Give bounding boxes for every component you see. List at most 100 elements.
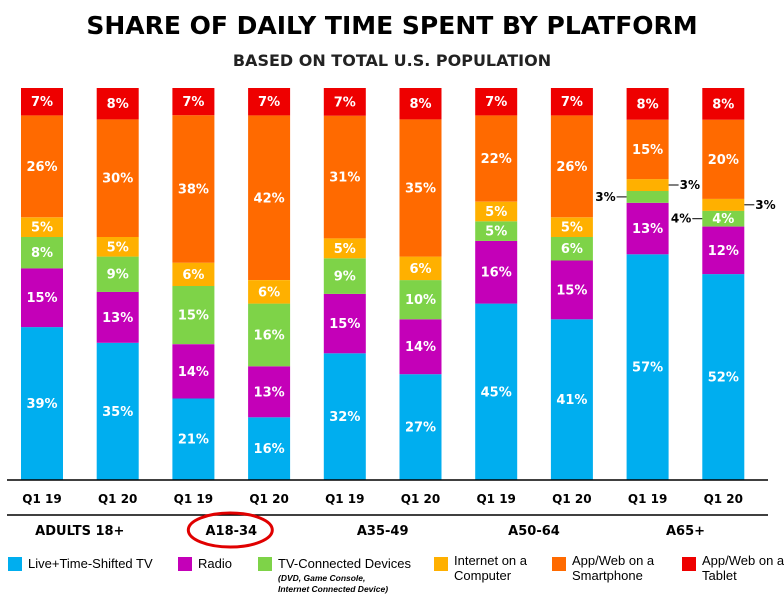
data-label: 45% xyxy=(481,385,512,400)
group-label: A18-34 xyxy=(205,524,257,539)
data-label-outside: 3% xyxy=(680,178,700,192)
data-label: 5% xyxy=(485,205,507,220)
data-label: 15% xyxy=(556,283,587,298)
x-tick-label: Q1 19 xyxy=(476,492,515,506)
legend-label: App/Web on a Tablet xyxy=(702,553,784,583)
legend-label: Live+Time-Shifted TV xyxy=(28,556,153,571)
bar-segment xyxy=(172,88,215,116)
data-label: 7% xyxy=(561,95,583,110)
bar-segment xyxy=(702,119,745,199)
bar-segment xyxy=(96,119,139,237)
legend-swatch xyxy=(682,557,696,571)
data-label: 14% xyxy=(405,340,436,355)
data-label-outside: 4% xyxy=(671,212,691,226)
bar-segment xyxy=(626,254,669,480)
bar-segment xyxy=(550,217,593,237)
data-label: 8% xyxy=(712,97,734,112)
bar-segment xyxy=(96,256,139,292)
bar-segment xyxy=(702,198,745,211)
data-label: 8% xyxy=(107,97,129,112)
data-label: 42% xyxy=(254,191,285,206)
bar-segment xyxy=(172,115,215,263)
bar-segment xyxy=(626,179,669,191)
bar-segment xyxy=(248,280,291,304)
bar-segment xyxy=(399,88,442,120)
bar-segment xyxy=(702,88,745,120)
x-tick-label: Q1 20 xyxy=(401,492,440,506)
bar-segment xyxy=(248,366,291,418)
data-label: 32% xyxy=(329,410,360,425)
bar-segment xyxy=(550,115,593,218)
bar-segment xyxy=(475,240,518,304)
chart-title: SHARE OF DAILY TIME SPENT BY PLATFORM xyxy=(86,11,697,40)
data-label: 7% xyxy=(182,95,204,110)
data-label: 41% xyxy=(556,393,587,408)
bar-segment xyxy=(96,237,139,257)
data-label: 39% xyxy=(26,397,57,412)
data-label: 31% xyxy=(329,171,360,186)
data-label: 12% xyxy=(708,244,739,259)
data-label: 8% xyxy=(409,97,431,112)
data-label: 26% xyxy=(556,160,587,175)
data-label: 8% xyxy=(637,97,659,112)
data-label: 6% xyxy=(182,268,204,283)
stacked-bar-chart: SHARE OF DAILY TIME SPENT BY PLATFORM BA… xyxy=(7,11,776,549)
bar-segment xyxy=(21,327,63,480)
bar-segment xyxy=(702,274,745,480)
data-label: 35% xyxy=(102,405,133,420)
bar-segment xyxy=(702,226,745,275)
group-labels: ADULTS 18+ A18-34 A35-49 A50-64 A65+ xyxy=(35,511,705,549)
x-tick-label: Q1 20 xyxy=(249,492,288,506)
data-label: 38% xyxy=(178,182,209,197)
data-label: 22% xyxy=(481,152,512,167)
data-label: 8% xyxy=(31,246,53,261)
data-label: 35% xyxy=(405,182,436,197)
bar-segment xyxy=(399,119,442,257)
data-label: 7% xyxy=(31,95,53,110)
data-label-outside: 3% xyxy=(595,190,615,204)
data-label: 14% xyxy=(178,365,209,380)
data-label: 4% xyxy=(712,212,734,227)
bar-segment xyxy=(21,237,63,269)
data-label: 6% xyxy=(258,285,280,300)
data-label: 57% xyxy=(632,361,663,376)
x-tick-label: Q1 19 xyxy=(325,492,364,506)
data-label: 6% xyxy=(409,262,431,277)
bar-segment xyxy=(399,280,442,320)
data-label: 13% xyxy=(632,222,663,237)
bar-segment xyxy=(702,210,745,227)
bar-segment xyxy=(475,221,518,241)
data-label: 5% xyxy=(107,240,129,255)
bar-segment xyxy=(550,88,593,116)
legend-label: Internet on a Computer xyxy=(454,553,527,583)
legend-swatch xyxy=(434,557,448,571)
x-tick-labels: Q1 19 Q1 20 Q1 19 Q1 20 Q1 19 Q1 20 Q1 19 Q1 20… xyxy=(22,492,743,506)
bar-segment xyxy=(172,398,215,480)
bar-segment xyxy=(550,237,593,261)
data-label: 21% xyxy=(178,433,209,448)
bar-segment xyxy=(248,115,291,281)
bar-segment xyxy=(323,258,366,294)
group-label: ADULTS 18+ xyxy=(35,524,124,539)
x-tick-label: Q1 20 xyxy=(552,492,591,506)
legend-swatch xyxy=(258,557,272,571)
x-tick-label: Q1 20 xyxy=(98,492,137,506)
data-label: 27% xyxy=(405,421,436,436)
x-tick-label: Q1 19 xyxy=(628,492,667,506)
data-label: 5% xyxy=(561,221,583,236)
bar-segment xyxy=(475,115,518,202)
bar-segment xyxy=(172,344,215,399)
data-label: 26% xyxy=(26,160,57,175)
bar-segment xyxy=(323,115,366,239)
bar-segment xyxy=(21,268,63,328)
bar-segment xyxy=(626,190,669,203)
bar-segment xyxy=(323,293,366,354)
bar-segment xyxy=(248,303,291,367)
data-label: 10% xyxy=(405,293,436,308)
group-label: A50-64 xyxy=(508,524,560,539)
data-label: 16% xyxy=(481,266,512,281)
bar-segment xyxy=(399,256,442,281)
data-label-outside: 3% xyxy=(755,198,775,212)
bar-segment xyxy=(475,303,518,480)
highlight-circle xyxy=(186,511,274,549)
